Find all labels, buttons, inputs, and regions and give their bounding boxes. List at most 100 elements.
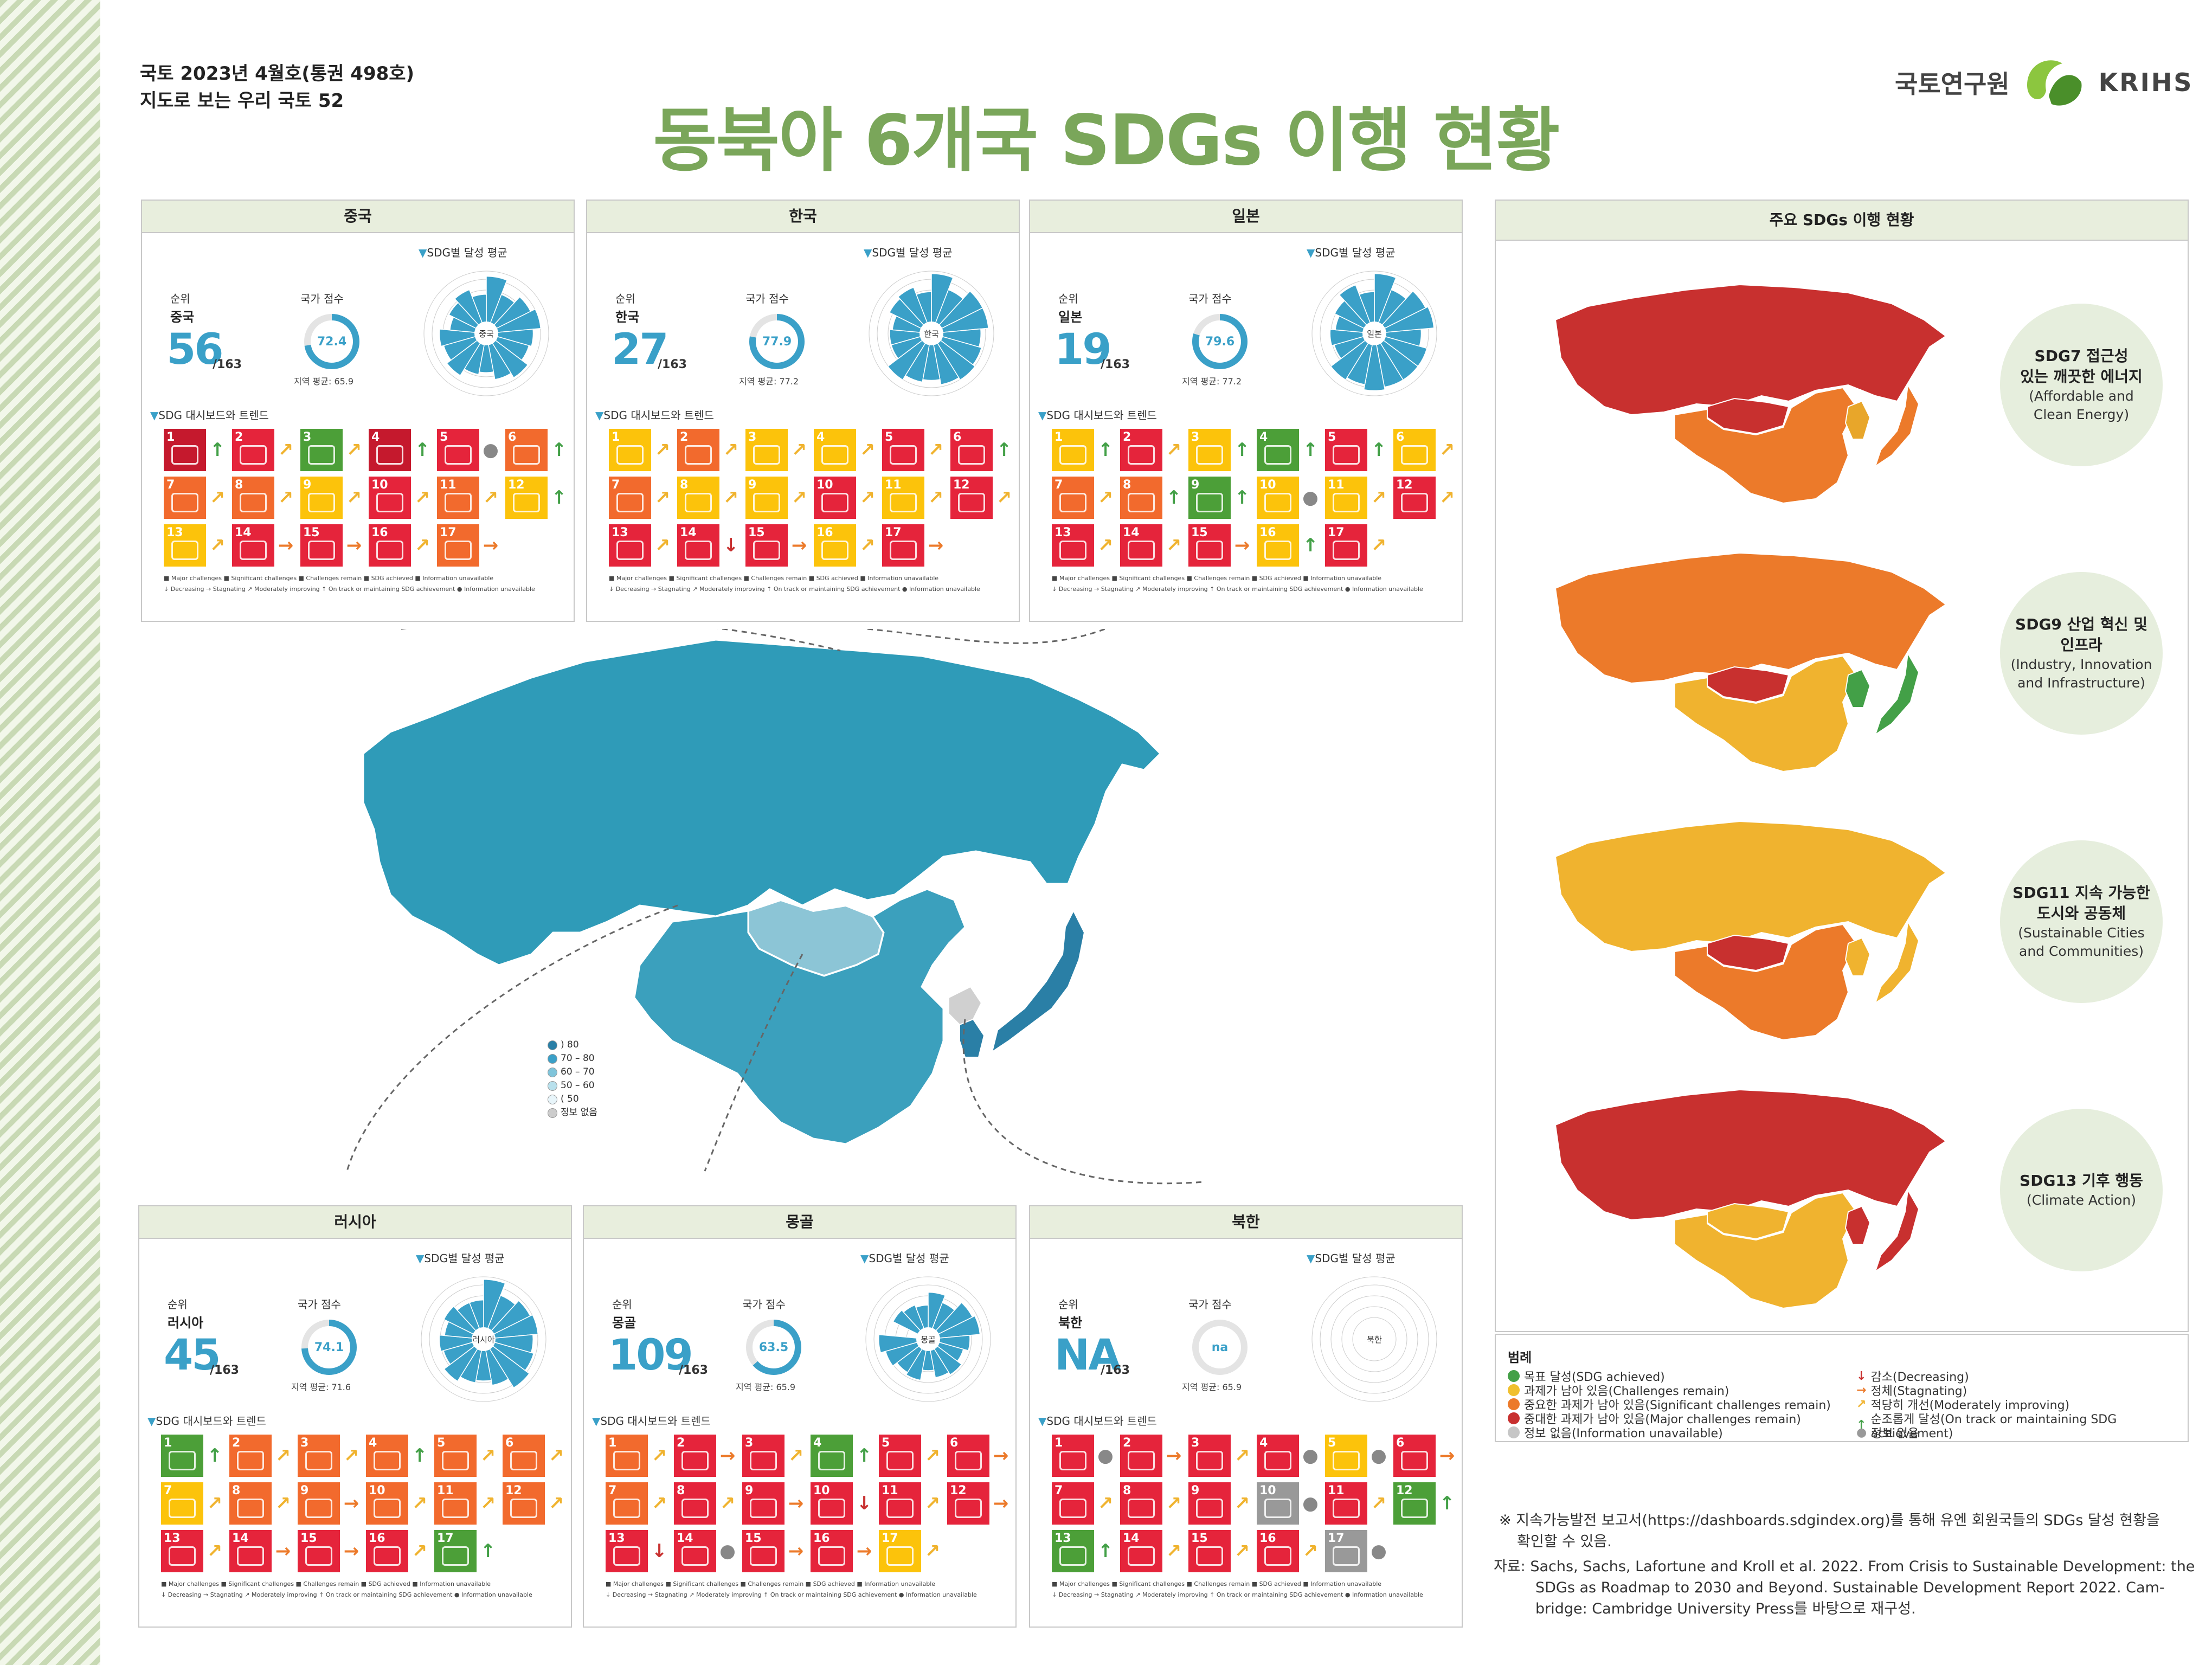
sdg-tile: 6 → xyxy=(1393,1434,1458,1477)
score-gauge: na xyxy=(1192,1320,1248,1375)
panel-title: 러시아 xyxy=(139,1206,571,1239)
trend-arrow-icon: ↑ xyxy=(1856,1418,1867,1432)
trend-legend-label: 감소(Decreasing) xyxy=(1870,1371,1969,1384)
sdg-tile: 3 ↗ xyxy=(742,1434,807,1477)
status-dot-icon xyxy=(1508,1370,1520,1382)
trend-arrow-icon: ↑ xyxy=(996,439,1012,461)
trend-arrow-icon: ↗ xyxy=(207,1540,223,1562)
goal-symbol-icon xyxy=(445,445,472,465)
sdg-tile: 6 ↑ xyxy=(505,428,570,472)
trend-arrow-icon: ↓ xyxy=(651,1540,667,1562)
sdg-goal-number: 3 xyxy=(1191,430,1200,444)
score-gauge: 74.1 xyxy=(301,1320,357,1375)
trend-arrow-icon: → xyxy=(719,1445,736,1467)
rank-total: /163 xyxy=(1101,1364,1130,1377)
sdg-goal-number: 2 xyxy=(235,430,243,444)
trend-arrow-icon: ↓ xyxy=(723,535,739,556)
goal-symbol-icon xyxy=(1264,1546,1291,1566)
score-gauge: 63.5 xyxy=(746,1320,801,1375)
tile-legend-trend: ↓ Decreasing → Stagnating ↗ Moderately i… xyxy=(606,1591,977,1598)
japan-region xyxy=(1874,920,1920,1005)
rank-label: 순위 xyxy=(615,292,635,305)
goal-symbol-icon xyxy=(681,1499,709,1518)
sdg-mini-map xyxy=(1554,1089,1947,1309)
sdg-name-ko: SDG11 지속 가능한 xyxy=(2012,884,2150,902)
trend-arrow-icon: ↗ xyxy=(414,535,430,556)
sdg-goal-icon: 12 xyxy=(505,477,548,519)
status-legend-label: 정보 없음(Information unavailable) xyxy=(1524,1427,1723,1441)
sdg-goal-icon: 16 xyxy=(811,1530,853,1572)
sdg-tile: 10 ● xyxy=(1257,1482,1322,1525)
sdg-tile: 5 ↗ xyxy=(879,1434,944,1477)
trend-arrow-icon: ↗ xyxy=(924,1493,941,1514)
goal-symbol-icon xyxy=(376,445,403,465)
sdg-rose-chart: 한국 xyxy=(869,271,994,396)
sdg-goal-number: 4 xyxy=(1259,1436,1268,1450)
trend-legend-item: ● 정보 없음 xyxy=(1856,1424,1919,1441)
sdg-goal-icon: 4 xyxy=(814,429,856,471)
japan-region xyxy=(1874,383,1920,468)
mongolia-region xyxy=(1707,934,1790,972)
goal-symbol-icon xyxy=(1264,1499,1291,1518)
sdg-label-circle: SDG7 접근성 있는 깨끗한 에너지 (Affordable and Clean E… xyxy=(2000,304,2163,466)
goal-symbol-icon xyxy=(376,541,403,560)
trend-arrow-icon: ↑ xyxy=(1234,487,1250,509)
sdg-name-en: (Industry, Innovation xyxy=(2010,657,2152,672)
rose-segment xyxy=(1363,333,1386,391)
goal-symbol-icon xyxy=(821,493,848,512)
sdg-goal-icon: 7 xyxy=(161,1482,203,1525)
triangle-icon: ▼ xyxy=(595,409,604,422)
korea-region xyxy=(1844,1205,1871,1245)
sdg-goal-icon: 6 xyxy=(505,429,548,471)
sdg-goal-number: 3 xyxy=(1191,1436,1200,1450)
sdg-goal-icon: 11 xyxy=(437,477,479,519)
sdg-goal-number: 2 xyxy=(680,430,689,444)
panel-title: 일본 xyxy=(1030,201,1462,233)
trend-arrow-icon: → xyxy=(346,535,362,556)
sdg-goal-number: 10 xyxy=(369,1484,385,1497)
score-label: 국가 점수 xyxy=(298,1298,341,1311)
sdg-tile: 17 ● xyxy=(1325,1529,1390,1573)
sdg-goal-icon: 13 xyxy=(606,1530,648,1572)
sdg-goal-icon: 16 xyxy=(814,524,856,567)
trend-arrow-icon: ↗ xyxy=(1166,535,1182,556)
sdg-tile: 3 ↑ xyxy=(1188,428,1253,472)
goal-symbol-icon xyxy=(886,1499,914,1518)
trend-arrow-icon: → xyxy=(788,1540,804,1562)
sdg-name-ko: 있는 깨끗한 에너지 xyxy=(2020,368,2143,385)
trend-arrow-icon: ● xyxy=(1371,1445,1387,1467)
sdg-goal-icon: 7 xyxy=(609,477,651,519)
goal-symbol-icon xyxy=(1059,1546,1086,1566)
rose-segment xyxy=(931,333,960,385)
sdg-tile: 3 ↗ xyxy=(745,428,811,472)
trend-arrow-icon: → xyxy=(993,1445,1009,1467)
trend-arrow-icon: ↗ xyxy=(1371,487,1387,509)
trend-arrow-icon: ↗ xyxy=(996,487,1012,509)
sdg-goal-icon: 7 xyxy=(1052,1482,1094,1525)
sdg-goal-icon: 9 xyxy=(745,477,788,519)
major-sdgs-title: 주요 SDGs 이행 현황 xyxy=(1496,201,2188,241)
sdg-goal-icon: 5 xyxy=(1325,1435,1367,1477)
sdg-goal-icon: 2 xyxy=(674,1435,716,1477)
sdg-goal-number: 15 xyxy=(1191,1532,1208,1545)
sdg-tile: 4 ↗ xyxy=(814,428,879,472)
sdg-tile: 1 ↑ xyxy=(164,428,229,472)
sdg-tile: 12 ↑ xyxy=(1393,1482,1458,1525)
trend-arrow-icon: ↑ xyxy=(1302,535,1319,556)
sdg-tile: 10 ↗ xyxy=(814,476,879,519)
sdg-goal-number: 12 xyxy=(950,1484,967,1497)
sdg-goal-number: 1 xyxy=(1054,430,1063,444)
goal-symbol-icon xyxy=(445,493,472,512)
goal-symbol-icon xyxy=(1059,1451,1086,1470)
sdg-label-circle: SDG9 산업 혁신 및 인프라 (Industry, Innovation and … xyxy=(2000,572,2163,735)
goal-symbol-icon xyxy=(1333,1546,1360,1566)
sdg-goal-number: 7 xyxy=(1054,478,1063,492)
goal-symbol-icon xyxy=(1196,1451,1223,1470)
sdg-goal-number: 4 xyxy=(816,430,825,444)
status-legend-item: 목표 달성(SDG achieved) xyxy=(1508,1367,1665,1385)
trend-arrow-icon: ↓ xyxy=(856,1493,872,1514)
sdg-goal-icon: 2 xyxy=(677,429,719,471)
rose-center-label: 북한 xyxy=(1367,1335,1382,1345)
rose-segment xyxy=(483,1314,539,1340)
map-legend-item: 정보 없음 xyxy=(548,1106,597,1120)
